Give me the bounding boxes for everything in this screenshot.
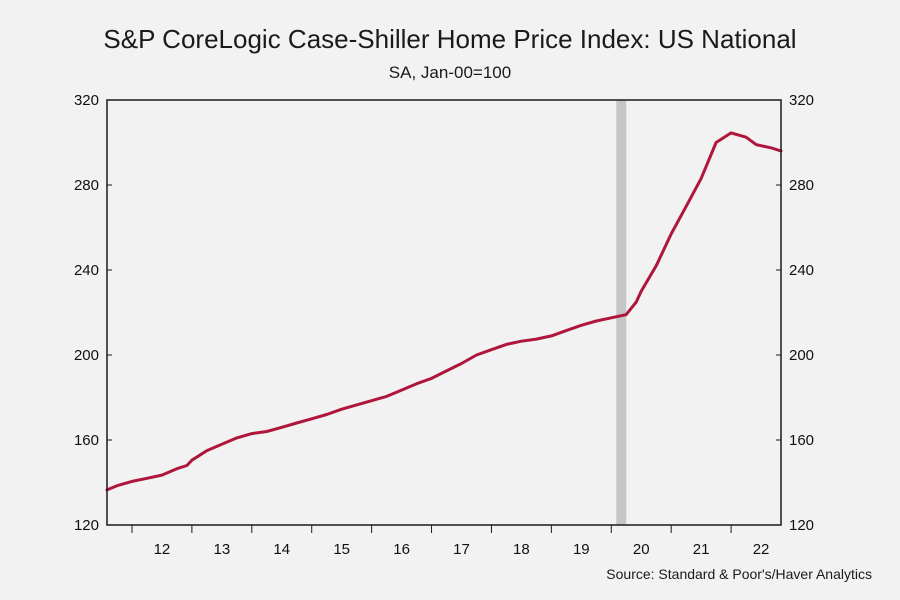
y-tick-label-right: 160 xyxy=(789,432,814,449)
y-tick-label-left: 320 xyxy=(74,92,99,109)
x-tick-label: 19 xyxy=(573,541,590,558)
recession-band xyxy=(616,100,627,525)
y-tick-label-left: 240 xyxy=(74,262,99,279)
y-tick-label-right: 280 xyxy=(789,177,814,194)
y-tick-label-right: 240 xyxy=(789,262,814,279)
x-tick-label: 14 xyxy=(273,541,290,558)
x-tick-label: 15 xyxy=(333,541,350,558)
y-tick-label-left: 160 xyxy=(74,432,99,449)
x-tick-label: 22 xyxy=(753,541,770,558)
y-tick-label-right: 120 xyxy=(789,517,814,534)
y-tick-label-left: 280 xyxy=(74,177,99,194)
y-tick-label-right: 320 xyxy=(789,92,814,109)
plot-frame xyxy=(106,99,782,526)
series-line xyxy=(105,131,783,492)
y-tick-label-left: 200 xyxy=(74,347,99,364)
chart-title: S&P CoreLogic Case-Shiller Home Price In… xyxy=(103,24,797,54)
x-tick-label: 13 xyxy=(214,541,231,558)
chart-subtitle: SA, Jan-00=100 xyxy=(388,63,512,82)
x-tick-label: 21 xyxy=(693,541,710,558)
y-tick-label-right: 200 xyxy=(789,347,814,364)
x-tick-label: 20 xyxy=(633,541,650,558)
source-note: Source: Standard & Poor's/Haver Analytic… xyxy=(606,566,872,582)
x-tick-label: 17 xyxy=(453,541,470,558)
y-tick-label-left: 120 xyxy=(74,517,99,534)
x-tick-label: 12 xyxy=(154,541,171,558)
x-tick-label: 16 xyxy=(393,541,410,558)
x-tick-label: 18 xyxy=(513,541,530,558)
